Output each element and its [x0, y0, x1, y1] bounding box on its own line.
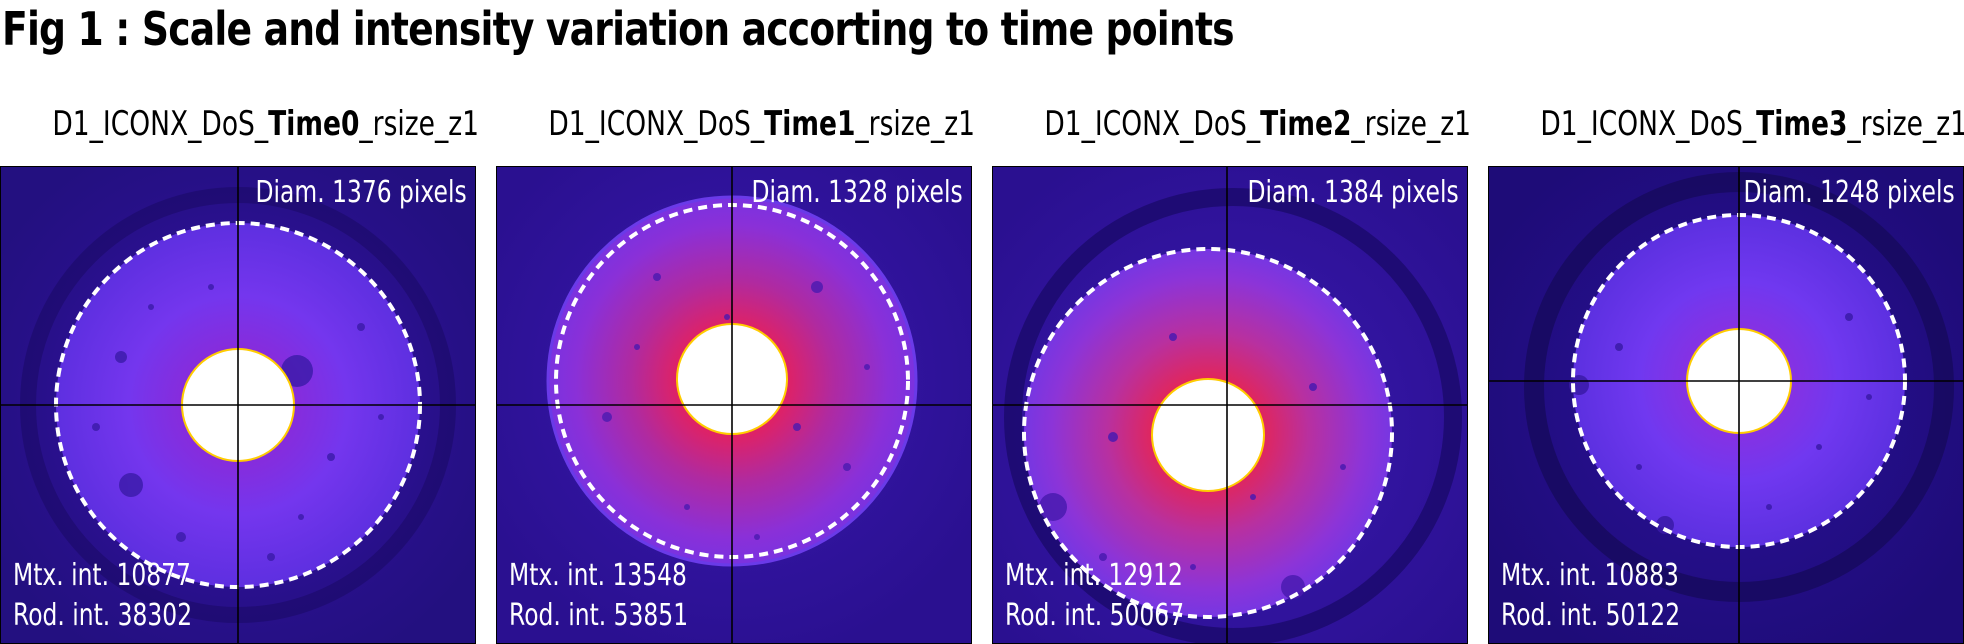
rod-intensity-label: Rod. int. 53851 [509, 598, 689, 633]
diameter-label: Diam. 1376 pixels [255, 175, 467, 210]
micrograph-image: Diam. 1328 pixels Mtx. int. 13548 Rod. i… [496, 166, 972, 644]
micrograph-svg [1489, 167, 1963, 643]
micrograph-image: Diam. 1376 pixels Mtx. int. 10877 Rod. i… [0, 166, 476, 644]
micrograph-svg [993, 167, 1467, 643]
diameter-label: Diam. 1248 pixels [1743, 175, 1955, 210]
rod-intensity-label: Rod. int. 50067 [1005, 598, 1185, 633]
panel-title: D1_ICONX_DoS_Time2_rsize_z1 [1044, 104, 1472, 144]
matrix-intensity-label: Mtx. int. 13548 [509, 558, 687, 593]
micrograph-image: Diam. 1384 pixels Mtx. int. 12912 Rod. i… [992, 166, 1468, 644]
diameter-label: Diam. 1328 pixels [751, 175, 963, 210]
panel-title: D1_ICONX_DoS_Time1_rsize_z1 [548, 104, 976, 144]
matrix-intensity-label: Mtx. int. 12912 [1005, 558, 1183, 593]
figure-title: Fig 1 : Scale and intensity variation ac… [2, 2, 1235, 56]
diameter-label: Diam. 1384 pixels [1247, 175, 1459, 210]
panel-title: D1_ICONX_DoS_Time3_rsize_z1 [1540, 104, 1964, 144]
matrix-intensity-label: Mtx. int. 10883 [1501, 558, 1679, 593]
rod-intensity-label: Rod. int. 50122 [1501, 598, 1681, 633]
matrix-intensity-label: Mtx. int. 10877 [13, 558, 191, 593]
panel-title: D1_ICONX_DoS_Time0_rsize_z1 [52, 104, 480, 144]
micrograph-image: Diam. 1248 pixels Mtx. int. 10883 Rod. i… [1488, 166, 1964, 644]
micrograph-svg [497, 167, 971, 643]
rod-intensity-label: Rod. int. 38302 [13, 598, 193, 633]
micrograph-svg [1, 167, 475, 643]
